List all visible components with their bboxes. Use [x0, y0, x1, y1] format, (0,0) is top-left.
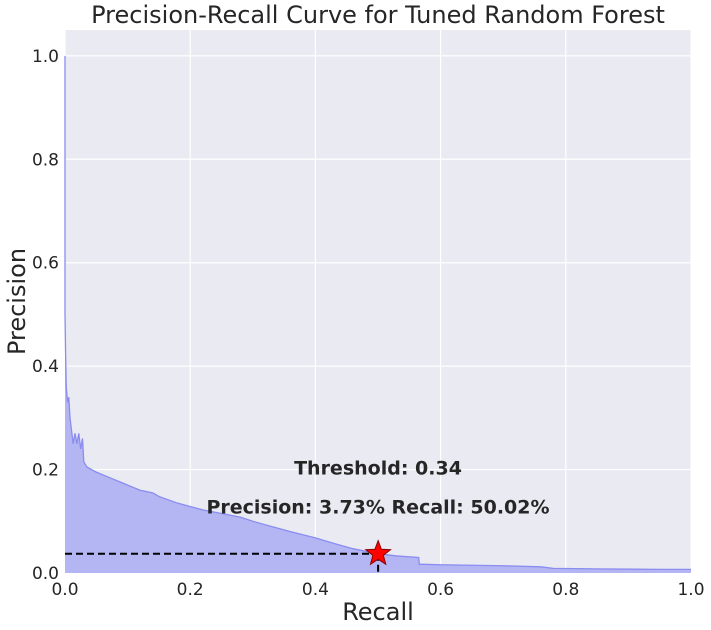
y-tick-label: 0.2 [32, 461, 59, 481]
x-tick-label: 1.0 [677, 580, 704, 600]
y-tick-label: 1.0 [32, 47, 59, 67]
chart-title: Precision-Recall Curve for Tuned Random … [91, 1, 665, 29]
x-tick-label: 0.2 [177, 580, 204, 600]
plot-background [65, 30, 691, 573]
y-tick-label: 0.8 [32, 150, 59, 170]
x-tick-labels: 0.0 0.2 0.4 0.6 0.8 1.0 [51, 580, 704, 600]
threshold-annotation: Threshold: 0.34 [294, 458, 462, 480]
y-tick-labels: 0.0 0.2 0.4 0.6 0.8 1.0 [32, 47, 59, 584]
x-tick-label: 0.6 [427, 580, 454, 600]
y-axis-title: Precision [3, 248, 31, 355]
pr-curve-line [64, 55, 691, 571]
x-tick-label: 0.8 [552, 580, 579, 600]
y-tick-label: 0.6 [32, 254, 59, 274]
x-axis-title: Recall [342, 598, 414, 626]
pr-curve-area [65, 55, 691, 574]
x-tick-label: 0.0 [51, 580, 78, 600]
metrics-annotation: Precision: 3.73% Recall: 50.02% [206, 497, 549, 519]
y-tick-label: 0.4 [32, 357, 59, 377]
highlight-star-icon [364, 539, 392, 566]
x-tick-label: 0.4 [302, 580, 329, 600]
y-tick-label: 0.0 [32, 564, 59, 584]
